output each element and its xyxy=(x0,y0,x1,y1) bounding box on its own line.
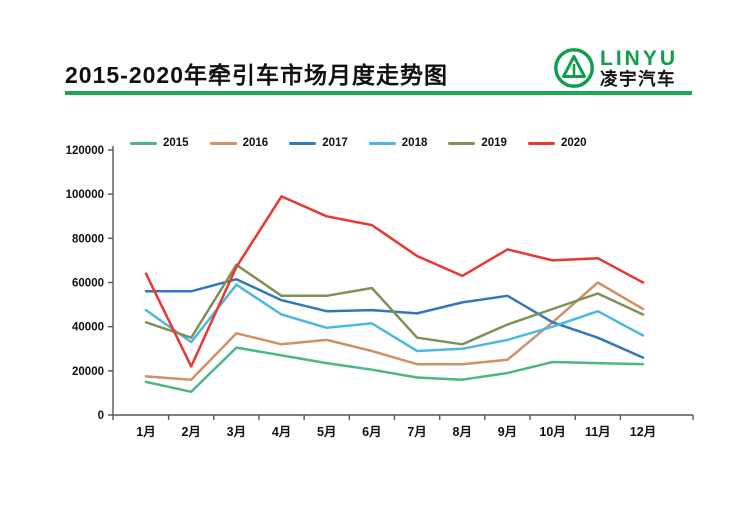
series-line-2019 xyxy=(144,263,645,346)
y-axis-tick-label: 0 xyxy=(98,410,104,422)
series-line-2020 xyxy=(144,195,645,368)
legend-label-2018: 2018 xyxy=(401,137,428,149)
legend-item-2016: 2016 xyxy=(209,137,269,149)
y-axis-tick-label: 20000 xyxy=(72,366,104,378)
y-axis-tick-label: 40000 xyxy=(72,322,104,334)
series-line-2015 xyxy=(144,346,645,394)
page-title: 2015-2020年牵引车市场月度走势图 xyxy=(65,62,448,88)
legend-label-2017: 2017 xyxy=(322,137,348,149)
y-axis-tick-label: 120000 xyxy=(66,145,104,157)
x-axis-label-6月: 6月 xyxy=(362,425,381,439)
legend-item-2015: 2015 xyxy=(130,137,189,149)
legend-swatch-2015 xyxy=(130,141,157,145)
legend-label-2019: 2019 xyxy=(481,137,507,149)
legend-swatch-2016 xyxy=(209,141,237,145)
x-axis-label-7月: 7月 xyxy=(407,425,426,439)
legend-item-2017: 2017 xyxy=(289,137,348,149)
legend-label-2020: 2020 xyxy=(560,137,587,149)
title-underline xyxy=(65,91,692,95)
x-axis-label-12月: 12月 xyxy=(630,425,656,439)
x-axis-label-9月: 9月 xyxy=(498,425,517,439)
logo-brand-cn-text: 凌宇汽车 xyxy=(600,68,676,89)
legend-label-2016: 2016 xyxy=(242,137,269,149)
x-axis-label-5月: 5月 xyxy=(317,425,336,439)
legend-swatch-2020 xyxy=(527,141,555,145)
x-axis-label-1月: 1月 xyxy=(136,425,155,439)
legend-item-2018: 2018 xyxy=(368,137,428,149)
legend-swatch-2017 xyxy=(289,141,317,145)
x-axis-label-2月: 2月 xyxy=(181,425,200,439)
chart-legend: 2015 2016 2017 2018 2019 2020 xyxy=(130,137,587,149)
y-axis-tick-label: 100000 xyxy=(66,189,104,201)
legend-swatch-2018 xyxy=(368,141,396,145)
legend-item-2020: 2020 xyxy=(527,137,587,149)
linyu-logo-icon xyxy=(554,48,594,88)
x-axis-label-11月: 11月 xyxy=(585,425,611,439)
y-axis-tick-label: 80000 xyxy=(72,233,104,245)
legend-item-2019: 2019 xyxy=(448,137,507,149)
logo-brand-text: LINYU xyxy=(600,46,678,70)
legend-swatch-2019 xyxy=(448,141,476,145)
x-axis-label-10月: 10月 xyxy=(539,425,565,439)
series-line-2018 xyxy=(144,283,645,353)
y-axis-tick-label: 60000 xyxy=(72,278,104,290)
series-line-2016 xyxy=(144,281,645,381)
x-axis-label-3月: 3月 xyxy=(227,425,246,439)
legend-label-2015: 2015 xyxy=(163,137,189,149)
company-logo: LINYU 凌宇汽车 xyxy=(553,46,695,90)
x-axis-label-8月: 8月 xyxy=(453,425,472,439)
x-axis-label-4月: 4月 xyxy=(272,425,291,439)
